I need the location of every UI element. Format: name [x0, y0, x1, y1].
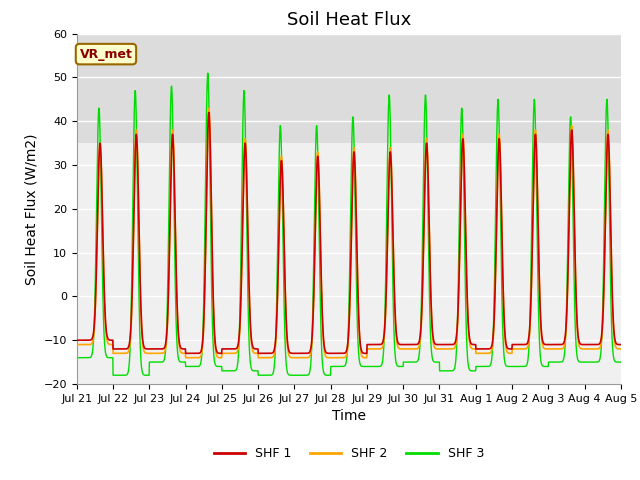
SHF 3	[570, 223, 577, 229]
SHF 3	[617, 359, 625, 365]
SHF 1	[225, 346, 232, 352]
SHF 2	[617, 346, 625, 352]
SHF 1	[377, 342, 385, 348]
Y-axis label: Soil Heat Flux (W/m2): Soil Heat Flux (W/m2)	[24, 133, 38, 285]
SHF 2	[73, 342, 81, 348]
SHF 1	[73, 337, 81, 343]
X-axis label: Time: Time	[332, 409, 366, 423]
SHF 2	[225, 350, 232, 356]
SHF 3	[508, 363, 515, 369]
Line: SHF 3: SHF 3	[77, 73, 621, 375]
SHF 3	[377, 363, 385, 369]
SHF 3	[260, 372, 268, 378]
Bar	[77, 34, 621, 143]
SHF 2	[365, 346, 372, 352]
SHF 1	[205, 109, 212, 115]
Line: SHF 1: SHF 1	[77, 112, 621, 353]
Title: Soil Heat Flux: Soil Heat Flux	[287, 11, 411, 29]
SHF 1	[570, 160, 577, 166]
SHF 1	[365, 342, 372, 348]
SHF 2	[584, 346, 592, 352]
Text: VR_met: VR_met	[79, 48, 132, 60]
SHF 1	[508, 346, 515, 352]
Legend: SHF 1, SHF 2, SHF 3: SHF 1, SHF 2, SHF 3	[209, 443, 489, 465]
SHF 3	[584, 359, 592, 365]
SHF 2	[508, 350, 515, 356]
SHF 1	[584, 342, 592, 348]
SHF 1	[617, 342, 625, 348]
SHF 2	[260, 355, 268, 360]
Line: SHF 2: SHF 2	[77, 108, 621, 358]
SHF 3	[73, 355, 81, 360]
SHF 2	[205, 105, 212, 111]
SHF 3	[365, 363, 372, 369]
SHF 2	[377, 346, 385, 352]
SHF 3	[204, 70, 212, 76]
SHF 2	[570, 157, 577, 163]
SHF 3	[225, 368, 232, 374]
SHF 1	[260, 350, 268, 356]
